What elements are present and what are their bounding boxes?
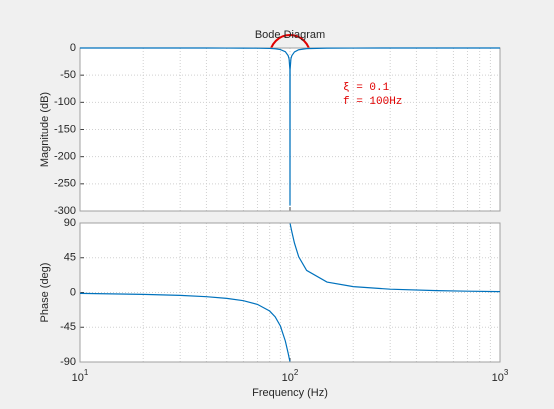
axes-box	[79, 47, 501, 212]
tick-exponent: 2	[294, 368, 299, 377]
x-tick-label: 101	[72, 368, 89, 384]
tick-exponent: 1	[84, 368, 89, 377]
tick-base: 10	[282, 372, 294, 384]
series-line	[80, 47, 500, 206]
y-tick-label: -90	[60, 356, 76, 368]
chart-title: Bode Diagram	[255, 29, 325, 41]
tick-exponent: 3	[504, 368, 509, 377]
y-tick-label: 0	[70, 42, 76, 54]
tick-base: 10	[72, 372, 84, 384]
y-tick-label: -50	[60, 69, 76, 81]
y-axis-label: Phase (deg)	[39, 263, 51, 323]
y-axis-label: Magnitude (dB)	[39, 92, 51, 167]
annotation: f = 100Hz	[343, 96, 402, 108]
series-line	[79, 223, 501, 362]
axes-box	[79, 222, 501, 363]
x-tick-label: 102	[282, 368, 299, 384]
y-tick-label: 45	[64, 252, 76, 264]
x-axis-label: Frequency (Hz)	[252, 387, 328, 399]
y-tick-label: -100	[54, 96, 76, 108]
y-tick-label: -200	[54, 151, 76, 163]
y-tick-label: -45	[60, 321, 76, 333]
tick-base: 10	[492, 372, 504, 384]
y-tick-label: -150	[54, 123, 76, 135]
y-tick-label: -300	[54, 205, 76, 217]
y-tick-label: 90	[64, 217, 76, 229]
annotation: ξ = 0.1	[343, 82, 390, 94]
y-tick-label: -250	[54, 178, 76, 190]
y-tick-label: 0	[70, 286, 76, 298]
x-tick-label: 103	[492, 368, 509, 384]
